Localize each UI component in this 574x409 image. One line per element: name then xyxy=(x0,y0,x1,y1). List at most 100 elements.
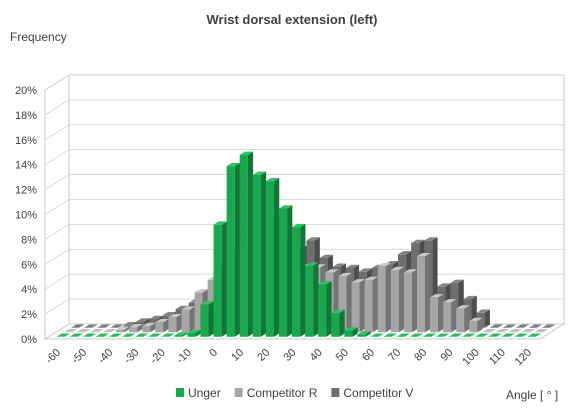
bar-top xyxy=(175,305,190,310)
bar-unger xyxy=(239,151,254,337)
bar-top xyxy=(252,171,267,175)
bar-unger xyxy=(95,333,110,337)
bar-top xyxy=(331,309,345,314)
bar-top xyxy=(476,309,490,313)
legend-swatch xyxy=(331,388,340,397)
bar-competitor-r xyxy=(63,328,78,333)
bar-base xyxy=(56,333,70,337)
bar-base xyxy=(108,333,123,337)
bar-top xyxy=(168,314,182,318)
x-tick-label: 50 xyxy=(334,347,351,364)
bar-base xyxy=(514,333,528,337)
bar-top xyxy=(306,237,320,241)
bar-top xyxy=(345,264,360,268)
bar-base xyxy=(527,333,541,337)
bar-side xyxy=(150,322,156,333)
bar-base xyxy=(383,333,398,337)
bar-base xyxy=(489,324,504,328)
bar-side xyxy=(176,314,182,333)
bar-base xyxy=(110,324,124,328)
bar-unger xyxy=(488,333,502,337)
bar-side xyxy=(208,301,214,337)
bar-base xyxy=(521,328,536,333)
legend-swatch xyxy=(234,388,243,397)
bar-unger xyxy=(501,333,515,337)
bar-top xyxy=(226,162,241,167)
bar-side xyxy=(300,223,306,337)
x-tick-label: -40 xyxy=(96,347,116,367)
bar-unger xyxy=(357,330,371,337)
bar-unger xyxy=(278,205,293,337)
bar-unger xyxy=(161,333,175,337)
bar-side xyxy=(221,221,227,337)
bar-base xyxy=(121,333,136,337)
bar-side xyxy=(313,262,319,337)
bar-top xyxy=(338,272,352,277)
bar-base xyxy=(422,333,437,337)
bar-base xyxy=(502,324,517,328)
bar-competitor-r xyxy=(155,318,169,333)
bar-unger xyxy=(108,333,123,337)
bar-front xyxy=(338,276,347,333)
bar-competitor-r xyxy=(390,266,405,333)
bar-side xyxy=(273,177,280,337)
y-tick-label: 16% xyxy=(15,135,37,147)
bar-front xyxy=(456,308,465,333)
x-tick-label: 80 xyxy=(412,347,429,364)
x-tick-labels: -60 -50 -40 -30 -20 -10 0 10 20 30 40 50 60 70 80 90 100… xyxy=(43,347,534,368)
bar-side xyxy=(346,272,352,333)
bar-unger xyxy=(318,281,332,337)
bar-front xyxy=(377,266,386,333)
bar-side xyxy=(260,171,267,337)
x-tick-label: -20 xyxy=(148,347,168,367)
bar-base xyxy=(102,328,117,333)
bar-unger xyxy=(409,333,424,337)
bar-top xyxy=(194,289,208,293)
bar-unger xyxy=(213,221,227,337)
x-tick-label: -10 xyxy=(174,347,194,367)
bar-front xyxy=(265,181,274,337)
bar-competitor-r xyxy=(521,328,536,333)
legend-label: Competitor R xyxy=(247,386,318,400)
bar-front xyxy=(116,329,125,333)
legend-item: Unger xyxy=(176,386,221,400)
bar-base xyxy=(435,333,450,337)
bar-top xyxy=(181,306,195,310)
x-tick-label: -30 xyxy=(122,347,142,367)
bar-competitor-v xyxy=(70,324,85,328)
bar-top xyxy=(430,294,444,298)
bar-competitor-r xyxy=(129,323,143,333)
x-tick-label: 10 xyxy=(229,347,246,364)
bar-base xyxy=(501,333,515,337)
bar-competitor-v xyxy=(489,324,504,328)
y-axis-label: Frequency xyxy=(10,30,67,44)
bar-competitor-r xyxy=(364,276,379,333)
bar-unger xyxy=(449,333,463,337)
bar-side xyxy=(398,266,405,333)
bar-base xyxy=(508,328,522,333)
bar-side xyxy=(247,151,254,337)
bar-base xyxy=(534,328,549,333)
bar-side xyxy=(189,306,195,333)
bar-top xyxy=(469,317,483,322)
bar-top xyxy=(187,329,201,334)
bar-side xyxy=(438,294,444,333)
x-tick-label: -60 xyxy=(43,347,63,367)
bar-front xyxy=(390,270,399,333)
bar-unger xyxy=(422,333,437,337)
bar-competitor-v xyxy=(110,324,124,328)
x-tick-label: 0 xyxy=(207,347,220,360)
bar-top xyxy=(390,266,405,270)
bar-competitor-r xyxy=(142,322,156,333)
bar-unger xyxy=(396,333,411,337)
bar-front xyxy=(129,327,138,333)
bar-front xyxy=(305,265,314,337)
bar-unger xyxy=(383,333,398,337)
x-tick-label: 20 xyxy=(255,347,272,364)
y-tick-label: 18% xyxy=(15,110,37,122)
bar-unger xyxy=(121,333,136,337)
bar-side xyxy=(326,281,332,337)
bar-base xyxy=(515,324,530,328)
bar-front xyxy=(443,302,452,333)
y-gridline xyxy=(44,149,564,166)
